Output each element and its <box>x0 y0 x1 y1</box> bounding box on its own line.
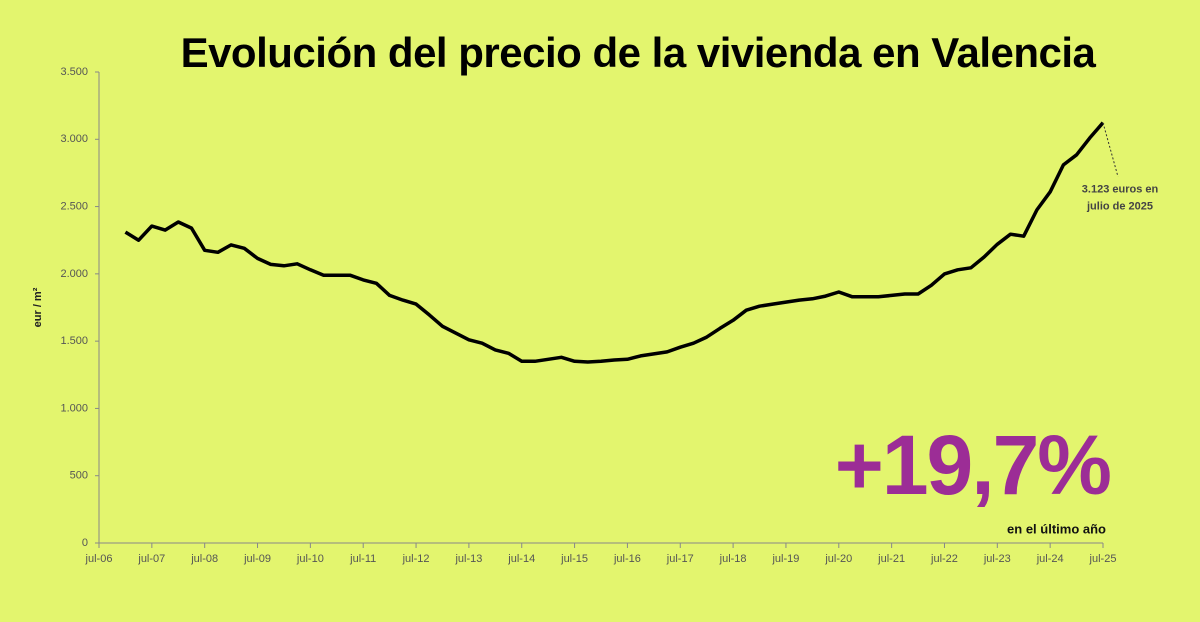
x-tick-label: jul-20 <box>824 553 852 565</box>
x-tick-label: jul-06 <box>85 553 113 565</box>
annotation-text: julio de 2025 <box>1086 201 1153 213</box>
annotation-text: 3.123 euros en <box>1082 184 1159 196</box>
chart-title: Evolución del precio de la vivienda en V… <box>180 29 1096 76</box>
x-tick-label: jul-15 <box>560 553 588 565</box>
x-tick-label: jul-16 <box>613 553 641 565</box>
x-tick-label: jul-10 <box>296 553 324 565</box>
y-tick-label: 2.000 <box>60 268 88 280</box>
x-tick-label: jul-17 <box>666 553 694 565</box>
y-tick-label: 2.500 <box>60 200 88 212</box>
x-tick-label: jul-21 <box>877 553 905 565</box>
annotation-leader <box>1102 122 1119 177</box>
y-tick-label: 500 <box>70 470 88 482</box>
x-tick-label: jul-24 <box>1036 553 1064 565</box>
x-tick-label: jul-25 <box>1089 553 1117 565</box>
x-tick-label: jul-22 <box>930 553 958 565</box>
y-tick-label: 3.000 <box>60 133 88 145</box>
x-tick-label: jul-11 <box>349 553 376 565</box>
y-tick-label: 3.500 <box>60 66 88 78</box>
y-axis-label: eur / m² <box>32 287 44 327</box>
x-tick-label: jul-07 <box>137 553 165 565</box>
x-tick-label: jul-19 <box>771 553 799 565</box>
y-tick-label: 0 <box>82 537 88 549</box>
x-tick-label: jul-08 <box>190 553 218 565</box>
x-tick-label: jul-12 <box>402 553 430 565</box>
y-tick-label: 1.000 <box>60 402 88 414</box>
x-tick-label: jul-23 <box>983 553 1011 565</box>
y-tick-label: 1.500 <box>60 335 88 347</box>
x-tick-label: jul-09 <box>243 553 271 565</box>
highlight-value: +19,7% <box>835 418 1111 512</box>
highlight-caption: en el último año <box>1007 521 1106 536</box>
price-line <box>124 121 1105 364</box>
x-tick-label: jul-13 <box>454 553 482 565</box>
x-tick-label: jul-14 <box>507 553 535 565</box>
x-tick-label: jul-18 <box>719 553 747 565</box>
